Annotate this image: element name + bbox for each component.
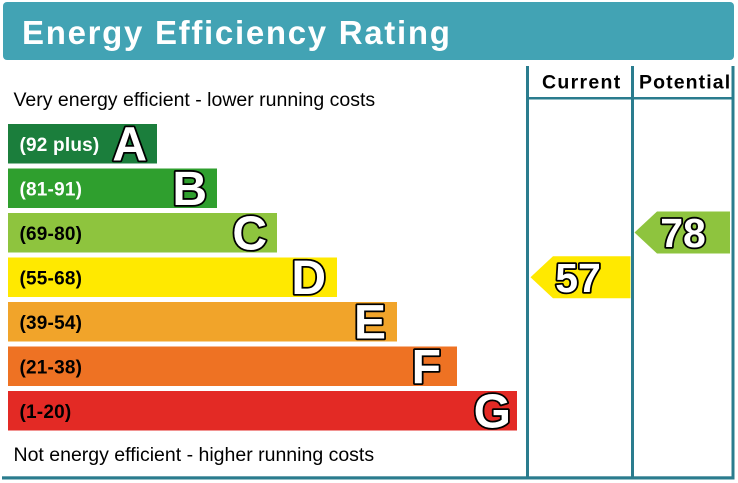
svg-text:(1-20): (1-20) bbox=[20, 402, 72, 423]
svg-text:Potential: Potential bbox=[639, 72, 731, 94]
svg-text:B: B bbox=[172, 163, 207, 216]
svg-text:(55-68): (55-68) bbox=[20, 268, 83, 289]
svg-text:Energy Efficiency Rating: Energy Efficiency Rating bbox=[22, 14, 452, 51]
svg-text:A: A bbox=[112, 119, 147, 172]
svg-text:F: F bbox=[412, 341, 441, 394]
svg-text:E: E bbox=[354, 297, 386, 350]
svg-text:(81-91): (81-91) bbox=[20, 179, 83, 200]
svg-text:78: 78 bbox=[660, 210, 706, 256]
svg-text:G: G bbox=[474, 386, 511, 439]
svg-text:D: D bbox=[291, 252, 326, 305]
svg-text:Very energy efficient - lower: Very energy efficient - lower running co… bbox=[14, 89, 376, 111]
svg-text:(69-80): (69-80) bbox=[20, 224, 83, 245]
svg-text:(92 plus): (92 plus) bbox=[20, 135, 100, 156]
svg-text:C: C bbox=[232, 208, 267, 261]
svg-text:Current: Current bbox=[542, 72, 622, 94]
svg-text:(21-38): (21-38) bbox=[20, 357, 83, 378]
svg-text:(39-54): (39-54) bbox=[20, 313, 83, 334]
svg-text:57: 57 bbox=[555, 255, 601, 301]
svg-text:Not energy efficient - higher: Not energy efficient - higher running co… bbox=[14, 444, 375, 466]
